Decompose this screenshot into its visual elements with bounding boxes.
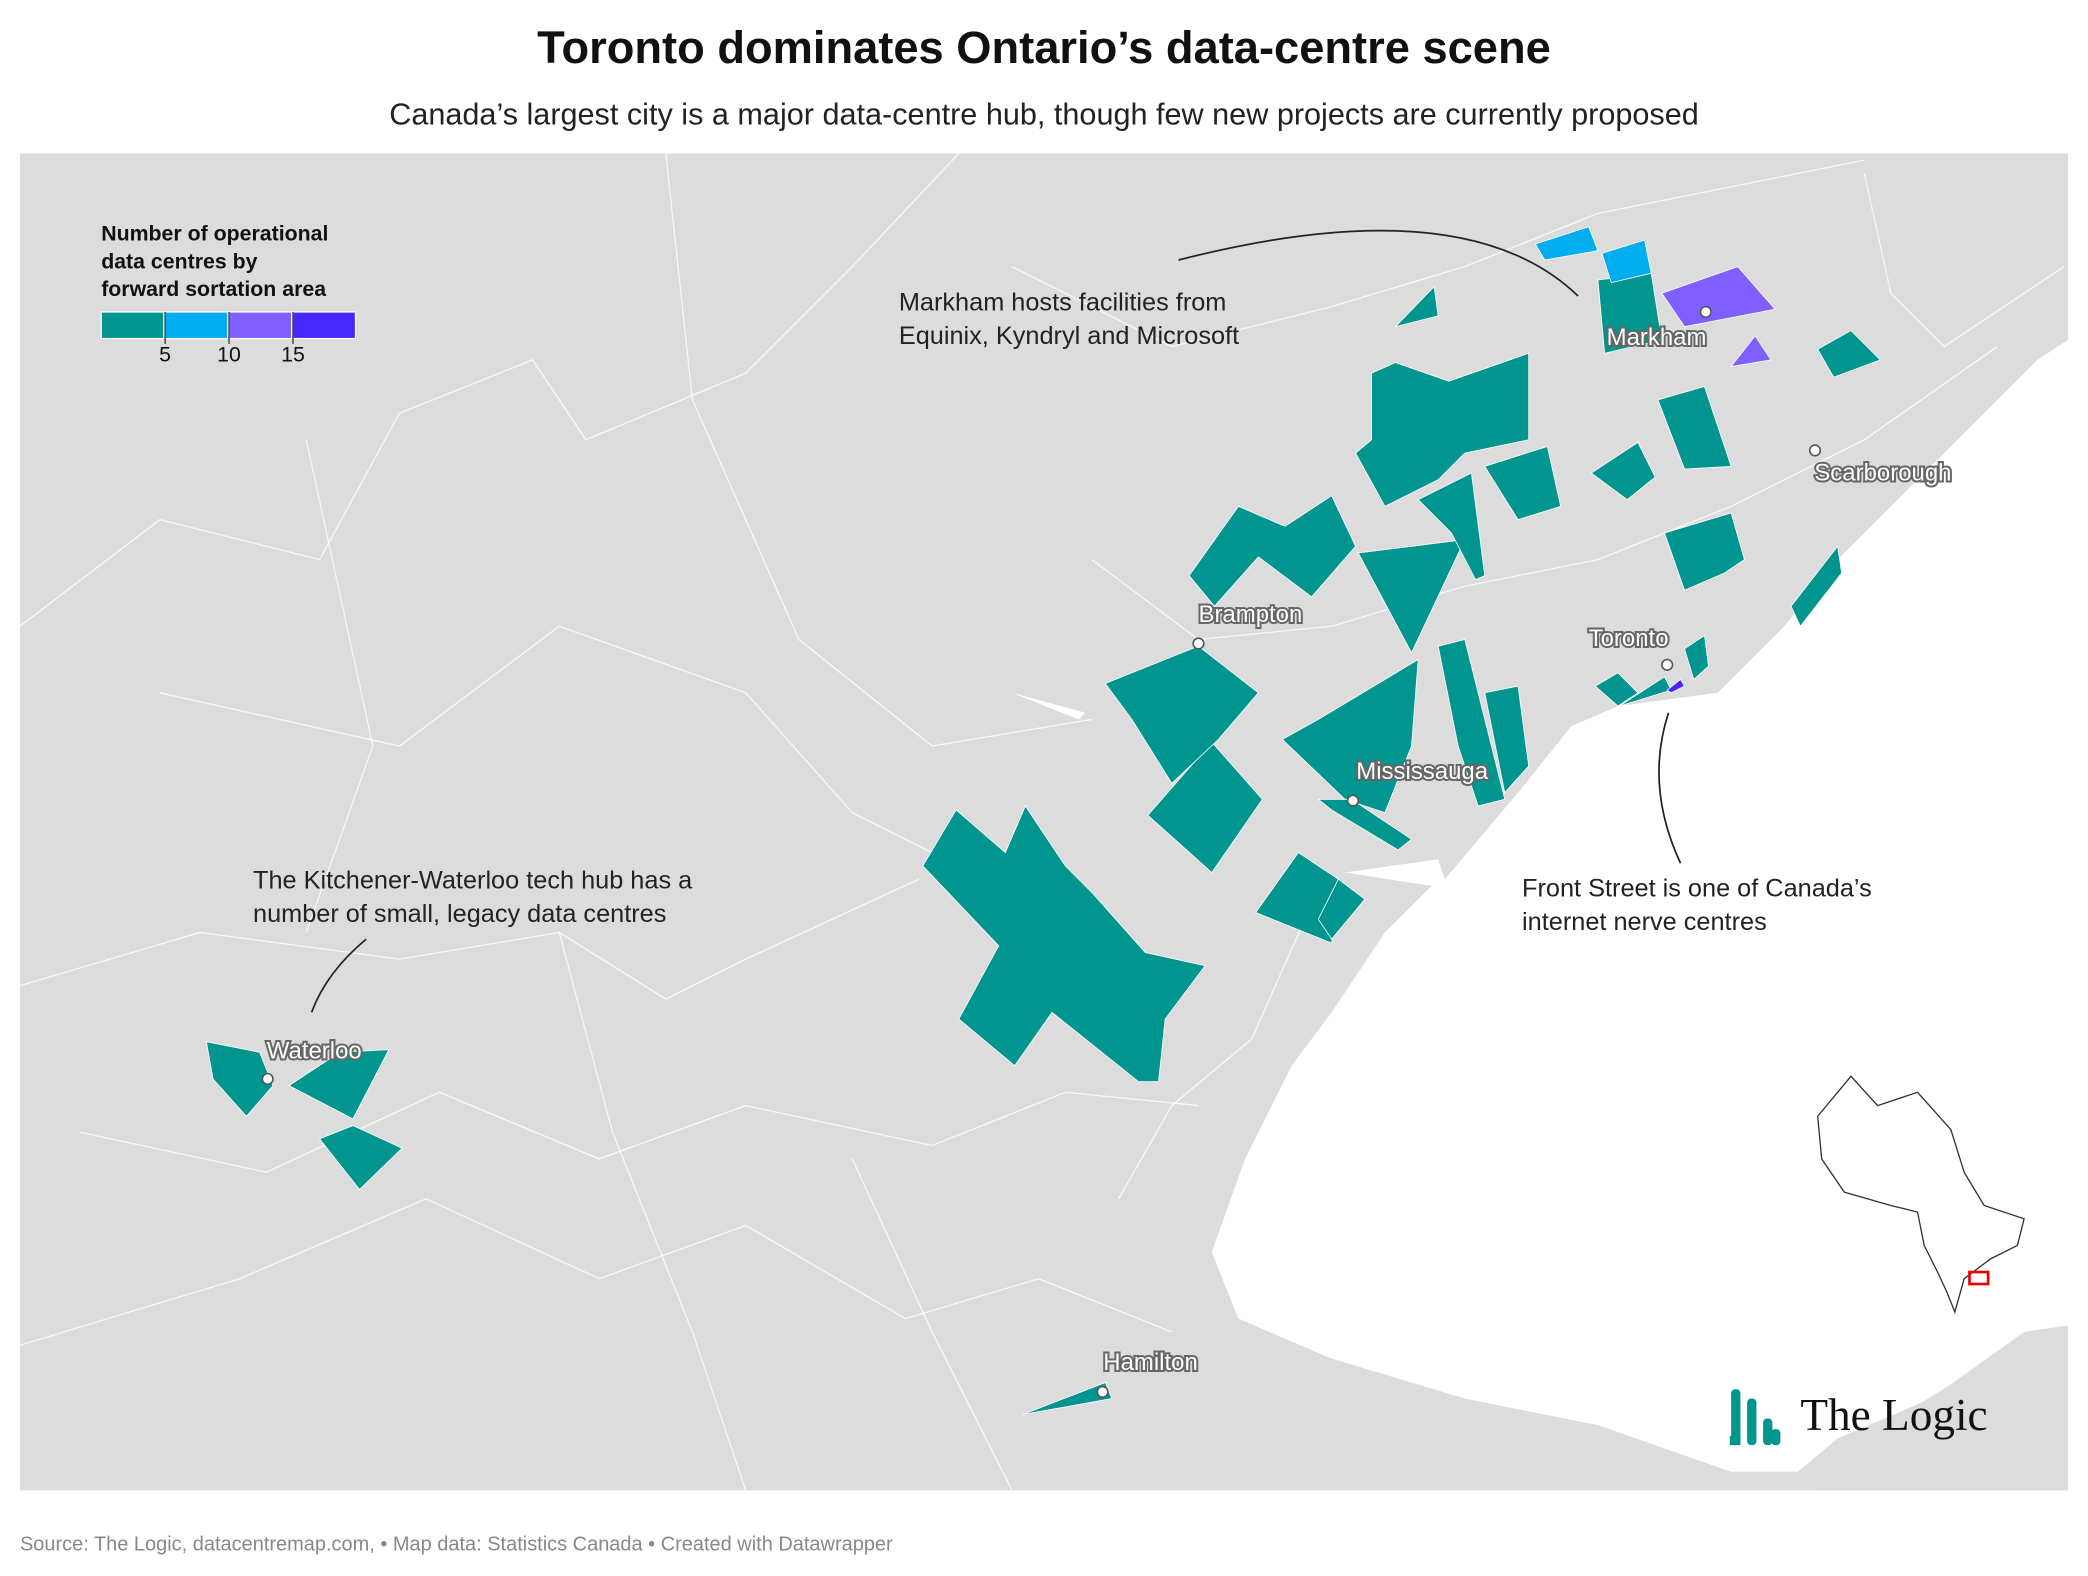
city-dot: [1661, 658, 1674, 671]
legend-swatch: [164, 311, 229, 340]
fsa-regions: [205, 226, 1881, 1415]
city-label: Markham: [1607, 324, 1707, 351]
legend-swatch: [100, 311, 165, 340]
annotation: Equinix, Kyndryl and Microsoft: [899, 322, 1239, 350]
legend-tick-label: 10: [217, 343, 241, 367]
legend-title: forward sortation area: [101, 277, 326, 301]
city-dot: [261, 1072, 274, 1086]
annotation: The Kitchener-Waterloo tech hub has a: [253, 867, 693, 895]
city-dot: [1808, 444, 1822, 457]
legend-title: data centres by: [101, 249, 257, 273]
annotations: Markham hosts facilities from Equinix, Ky…: [253, 289, 1872, 936]
legend-swatch: [228, 311, 293, 340]
legend-tick-label: 15: [281, 343, 305, 367]
city-markers: Markham Scarborough Brampton Toronto Mississ…: [261, 305, 1954, 1399]
boundaries: [19, 153, 2065, 1491]
leader-lines: [310, 229, 1682, 1013]
city-label: Scarborough: [1814, 460, 1951, 487]
city-dot: [1096, 1385, 1109, 1399]
logo-text: The Logic: [1800, 1390, 1987, 1440]
gap: [1012, 692, 1086, 720]
city-label: Waterloo: [267, 1038, 362, 1065]
city-label: Mississauga: [1356, 758, 1488, 785]
annotation: number of small, legacy data centres: [253, 900, 666, 928]
title: Toronto dominates Ontario’s data-centre …: [537, 22, 1551, 73]
annotation: Markham hosts facilities from: [899, 289, 1227, 317]
niagara: [1811, 1325, 2069, 1491]
legend-tick-label: 5: [159, 343, 171, 367]
city-dot: [1192, 637, 1205, 650]
city-dot: [1699, 305, 1712, 319]
city-label: Brampton: [1198, 601, 1302, 628]
city-label: Toronto: [1589, 625, 1669, 652]
legend-swatch: [292, 311, 357, 340]
logo-icon: [1729, 1389, 1781, 1446]
annotation: internet nerve centres: [1522, 908, 1767, 936]
legend: Number of operational data centres by forw…: [100, 221, 357, 367]
city-dot: [1346, 794, 1360, 807]
annotation: Front Street is one of Canada’s: [1522, 875, 1872, 903]
legend-title: Number of operational: [101, 221, 328, 245]
city-label: Hamilton: [1103, 1349, 1198, 1376]
ontario-inset: [1816, 1075, 2025, 1315]
footer: Source: The Logic, datacentremap.com, • …: [20, 1533, 893, 1555]
map: Markham Scarborough Brampton Toronto Mississ…: [19, 153, 2069, 1491]
subtitle: Canada’s largest city is a major data-ce…: [389, 97, 1699, 131]
